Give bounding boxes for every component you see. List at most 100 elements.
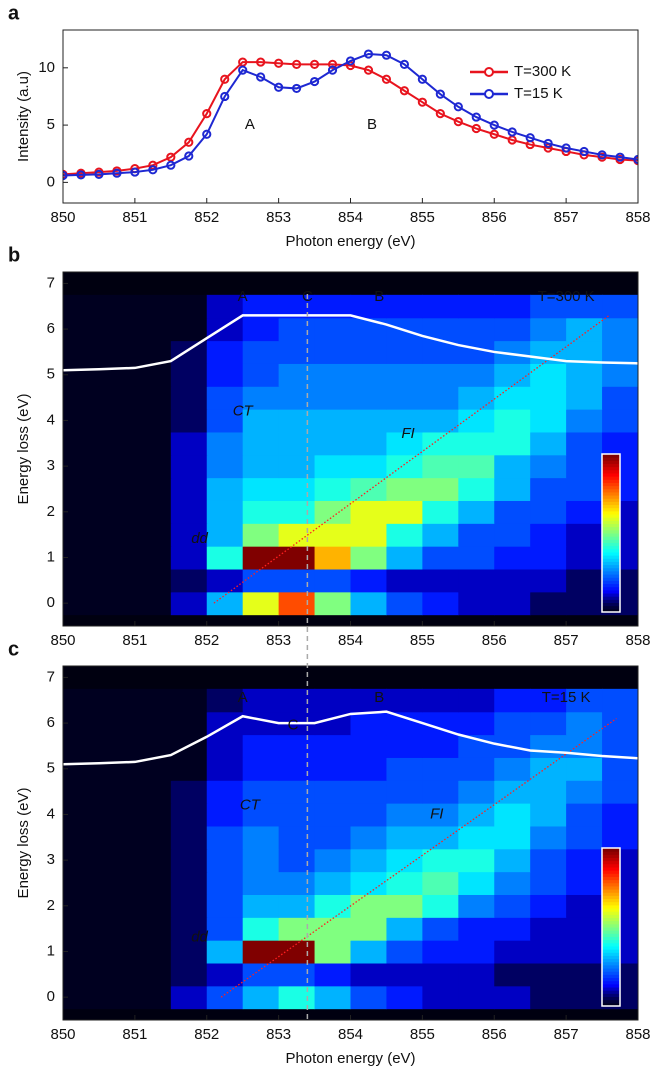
point [291, 59, 302, 69]
heat-cell [314, 894, 352, 918]
point [256, 72, 266, 82]
heat-cell [458, 523, 495, 547]
heat-cell [63, 568, 100, 593]
heat-cell [206, 962, 244, 987]
heat-cell [242, 317, 280, 342]
colorbar-step [602, 917, 620, 922]
colorbar-step [602, 904, 620, 909]
colorbar-step [602, 551, 620, 556]
heat-cell [170, 757, 208, 781]
y-axis-title: Energy loss (eV) [15, 788, 32, 899]
heat-cell [242, 688, 280, 713]
colorbar-step [602, 854, 620, 858]
heat-cell [494, 591, 531, 616]
colorbar-step [602, 593, 620, 597]
colorbar-step [602, 911, 620, 915]
heat-cell [314, 294, 352, 319]
heat-cell [206, 848, 244, 873]
colorbar-step [602, 889, 620, 893]
annotation: A [238, 689, 248, 706]
heat-cell [278, 454, 316, 479]
point [417, 97, 427, 107]
heat-cell [350, 523, 388, 547]
y-axis-title: Energy loss (eV) [15, 394, 32, 505]
x-tick-label: 855 [410, 632, 435, 649]
heat-cell [422, 523, 459, 547]
heat-cell [494, 894, 531, 918]
heat-cell [134, 546, 172, 570]
heat-cell [494, 409, 531, 433]
colorbar-step [602, 987, 620, 991]
y-axis-title: Intensity (a.u) [15, 71, 32, 162]
colorbar-step [602, 542, 620, 547]
heat-cell [278, 962, 316, 987]
annotation: FI [401, 425, 414, 442]
colorbar-step [602, 980, 620, 985]
heat-cell [422, 917, 459, 941]
heat-cell [458, 780, 495, 804]
colorbar-step [602, 866, 620, 871]
xas-overlay [63, 710, 638, 766]
heat-cell [422, 962, 459, 987]
heat-cell [422, 386, 459, 410]
heat-cell [278, 894, 316, 918]
x-tick-label: 857 [554, 632, 579, 649]
heat-cell [242, 757, 280, 781]
heat-cell [63, 294, 100, 319]
heat-cell [422, 340, 459, 364]
colorbar-step [602, 942, 620, 947]
heat-cell [314, 871, 352, 895]
colorbar-step [602, 895, 620, 900]
annotation: B [374, 288, 384, 305]
heat-cell [494, 985, 531, 1010]
heat-cell [278, 591, 316, 616]
x-tick-label: 852 [194, 209, 219, 226]
heat-cell [63, 940, 100, 964]
heat-cell [350, 917, 388, 941]
colorbar-step [602, 983, 620, 988]
heat-cell [350, 962, 388, 987]
heat-cell [530, 734, 567, 758]
heat-cell [98, 340, 136, 364]
point [184, 151, 194, 161]
heat-cell [134, 523, 172, 547]
heat-cell [494, 431, 531, 456]
heat-cell [242, 940, 280, 964]
heat-cell [350, 500, 388, 524]
colorbar-step [602, 479, 620, 483]
heat-cell [602, 757, 638, 781]
heat-cell [134, 477, 172, 501]
heat-cell [98, 917, 136, 941]
heat-cell [422, 940, 459, 964]
heat-cell [134, 734, 172, 758]
heat-cell [206, 363, 244, 387]
heat-cell [566, 523, 603, 547]
heat-cell [602, 363, 638, 387]
y-tick-label: 7 [47, 274, 55, 291]
y-tick-label: 7 [47, 668, 55, 685]
heat-cell [458, 477, 495, 501]
point [256, 57, 266, 67]
heat-cell [170, 962, 208, 987]
heat-cell [98, 688, 136, 713]
colorbar-step [602, 958, 620, 963]
plot-area [63, 49, 638, 181]
heat-cell [170, 477, 208, 501]
colorbar-step [602, 977, 620, 982]
x-tick-label: 854 [338, 209, 363, 226]
heat-cell [63, 409, 100, 433]
heat-cell [278, 568, 316, 593]
colorbar-step [602, 892, 620, 896]
heat-cell [566, 734, 603, 758]
heat-cell [566, 757, 603, 781]
heat-cell [314, 477, 352, 501]
heat-cell [386, 591, 423, 616]
heat-cell [242, 363, 280, 387]
colorbar-step [602, 936, 620, 941]
x-axis-title: Photon energy (eV) [285, 1050, 415, 1067]
heat-cell [134, 294, 172, 319]
colorbar-step [602, 971, 620, 975]
heat-cell [458, 803, 495, 827]
heat-cell [278, 985, 316, 1010]
panel-label: c [8, 638, 19, 660]
